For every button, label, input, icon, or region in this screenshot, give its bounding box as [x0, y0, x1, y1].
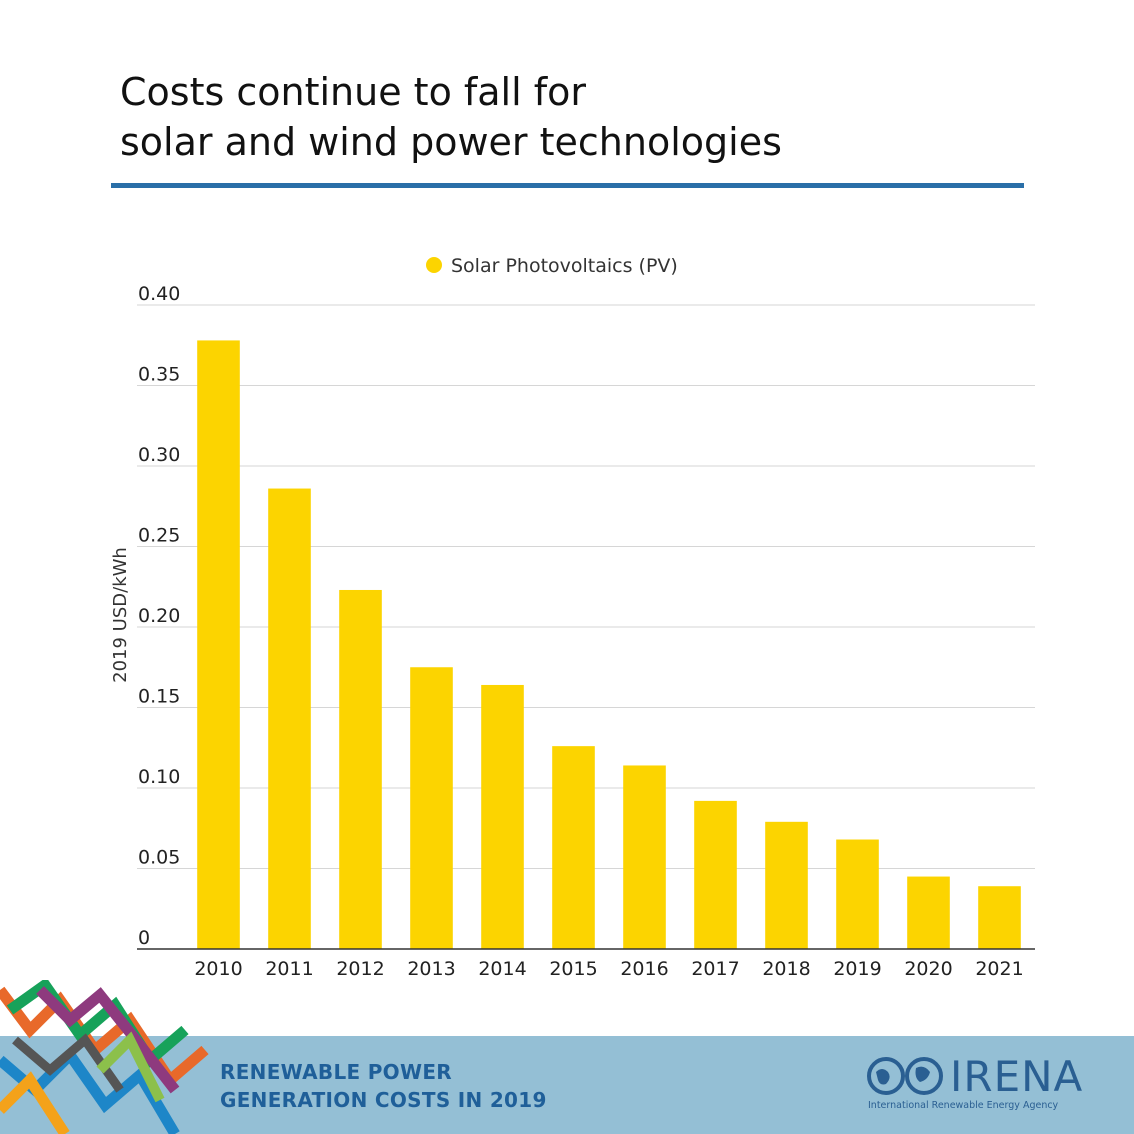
x-tick-label: 2020: [904, 958, 952, 980]
x-tick-label: 2013: [407, 958, 455, 980]
y-tick-label: 0: [138, 927, 150, 949]
y-tick-label: 0.35: [138, 364, 180, 386]
irena-globe-icon: [867, 1057, 943, 1095]
y-tick-label: 0.40: [138, 283, 180, 305]
x-tick-label: 2010: [194, 958, 242, 980]
bar-2019: [836, 839, 879, 949]
y-tick-label: 0.15: [138, 686, 180, 708]
y-tick-label: 0.20: [138, 605, 180, 627]
footer-title-line-2: GENERATION COSTS IN 2019: [220, 1088, 547, 1112]
bar-2011: [268, 488, 311, 949]
decorative-ribbons: [0, 980, 209, 1134]
y-axis-ticks: 0 0.05 0.10 0.15 0.20 0.25 0.30 0.35 0.40: [138, 283, 180, 949]
x-tick-label: 2012: [336, 958, 384, 980]
bar-2017: [694, 800, 737, 949]
bar-2020: [907, 876, 950, 949]
legend-marker: [426, 257, 442, 273]
x-tick-label: 2018: [762, 958, 810, 980]
chart-title-line-1: Costs continue to fall for: [120, 70, 587, 114]
x-tick-label: 2011: [265, 958, 313, 980]
footer-title-line-1: RENEWABLE POWER: [220, 1060, 452, 1084]
y-tick-label: 0.05: [138, 847, 180, 869]
x-tick-label: 2016: [620, 958, 668, 980]
footer-band: [0, 1036, 1134, 1134]
x-tick-label: 2014: [478, 958, 526, 980]
legend: Solar Photovoltaics (PV): [426, 255, 678, 277]
y-axis-label: 2019 USD/kWh: [110, 547, 131, 683]
bars: [197, 340, 1021, 949]
chart-title-line-2: solar and wind power technologies: [120, 120, 782, 164]
title-divider: [111, 183, 1024, 188]
bar-2010: [197, 340, 240, 949]
x-tick-label: 2021: [975, 958, 1023, 980]
bar-chart: 00.050.100.150.200.250.300.350.40 2010 20…: [110, 255, 1035, 980]
y-tick-label: 0.25: [138, 525, 180, 547]
y-tick-label: 0.10: [138, 766, 180, 788]
bar-2021: [978, 886, 1021, 949]
x-tick-label: 2019: [833, 958, 881, 980]
y-tick-label: 0.30: [138, 444, 180, 466]
x-tick-label: 2017: [691, 958, 739, 980]
irena-wordmark: IRENA: [950, 1052, 1084, 1101]
x-axis-ticks: 2010 2011 2012 2013 2014 2015 2016 2017 2018 2019…: [194, 958, 1023, 980]
bar-2018: [765, 821, 808, 949]
bar-2012: [339, 589, 382, 949]
bar-2016: [623, 765, 666, 949]
bar-2014: [481, 684, 524, 949]
bar-2015: [552, 746, 595, 949]
x-tick-label: 2015: [549, 958, 597, 980]
bar-2013: [410, 667, 453, 949]
legend-label: Solar Photovoltaics (PV): [451, 255, 678, 277]
irena-tagline: International Renewable Energy Agency: [868, 1100, 1059, 1111]
